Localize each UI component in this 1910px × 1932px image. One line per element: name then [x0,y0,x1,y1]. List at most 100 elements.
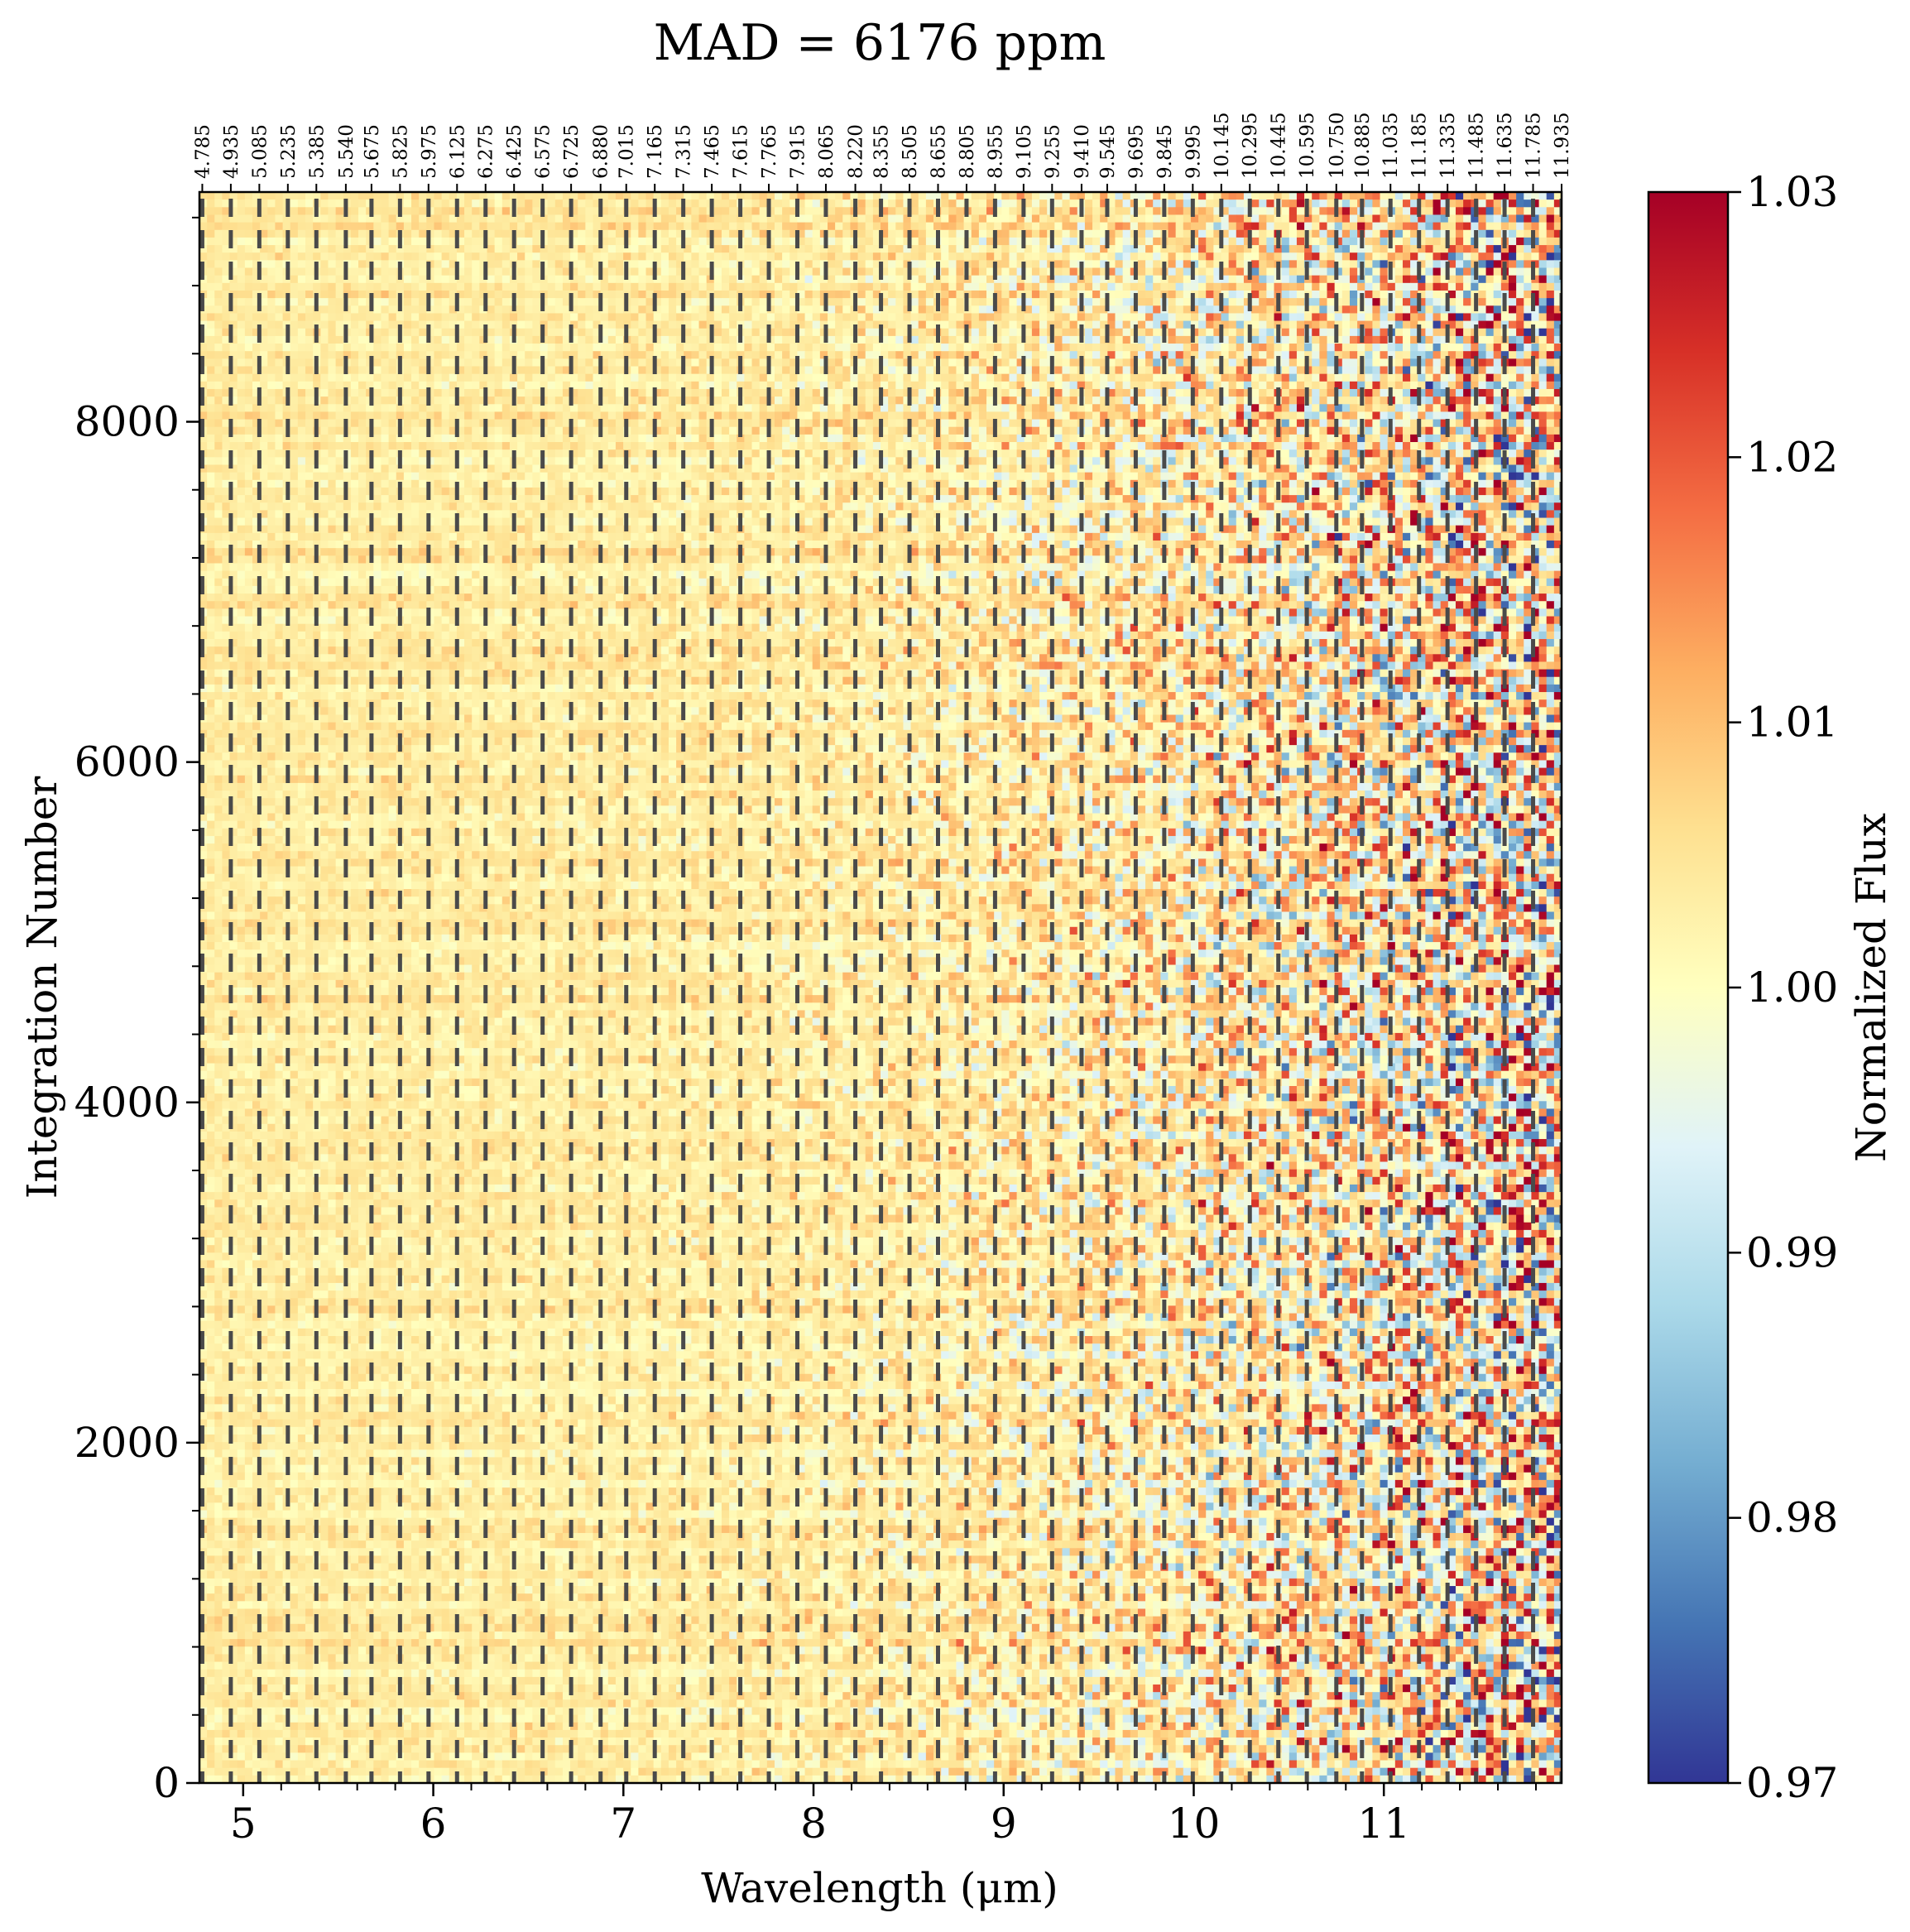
heatmap-cell [1251,291,1260,299]
heatmap-cell [275,192,283,200]
heatmap-cell [1463,291,1471,299]
heatmap-cell [1236,283,1245,291]
heatmap-cell [1039,252,1048,261]
heatmap-cell [199,252,208,261]
heatmap-cell [245,214,253,223]
heatmap-cell [669,192,677,200]
heatmap-cell [389,214,397,223]
heatmap-cell [956,192,964,200]
heatmap-cell [789,252,798,261]
heatmap-cell [1115,305,1123,314]
heatmap-cell [669,199,677,208]
heatmap-cell [381,268,389,276]
heatmap-cell [926,283,934,291]
heatmap-cell [1319,214,1327,223]
heatmap-cell [1153,252,1161,261]
heatmap-cell [532,199,540,208]
heatmap-cell [842,291,851,299]
heatmap-cell [1297,223,1305,231]
heatmap-cell [396,252,405,261]
heatmap-cell [873,313,881,321]
heatmap-cell [290,252,299,261]
heatmap-cell [714,252,722,261]
heatmap-cell [495,207,503,215]
heatmap-cell [616,260,624,268]
heatmap-cell [487,252,495,261]
heatmap-cell [464,230,473,238]
heatmap-cell [1168,245,1176,253]
heatmap-cell [1365,276,1373,284]
heatmap-cell [358,260,367,268]
heatmap-cell [1160,223,1169,231]
heatmap-cell [1145,223,1154,231]
heatmap-cell [1478,276,1486,284]
heatmap-cell [631,252,639,261]
heatmap-cell [290,245,299,253]
heatmap-cell [782,298,790,306]
heatmap-cell [525,291,533,299]
heatmap-cell [1319,192,1327,200]
heatmap-cell [895,313,904,321]
heatmap-cell [1153,245,1161,253]
heatmap-cell [1138,276,1146,284]
heatmap-cell [214,298,223,306]
heatmap-cell [1206,276,1214,284]
heatmap-cell [472,230,480,238]
heatmap-cell [941,238,949,246]
heatmap-cell [1001,214,1010,223]
heatmap-cell [661,298,669,306]
heatmap-cell [434,260,442,268]
heatmap-cell [661,291,669,299]
heatmap-cell [298,238,306,246]
heatmap-cell [888,207,896,215]
heatmap-cell [555,252,564,261]
heatmap-cell [245,260,253,268]
heatmap-cell [1327,291,1336,299]
heatmap-cell [275,214,283,223]
heatmap-cell [714,298,722,306]
heatmap-cell [1425,230,1433,238]
heatmap-cell [1213,252,1221,261]
heatmap-cell [585,230,593,238]
heatmap-cell [979,291,987,299]
heatmap-cell [502,230,511,238]
heatmap-cell [1085,223,1093,231]
heatmap-cell [1206,238,1214,246]
heatmap-cell [419,313,427,321]
heatmap-cell [631,313,639,321]
heatmap-cell [1433,305,1442,314]
heatmap-cell [472,245,480,253]
heatmap-cell [1289,283,1298,291]
heatmap-cell [1153,214,1161,223]
heatmap-cell [744,230,752,238]
heatmap-cell [775,230,783,238]
heatmap-cell [373,291,382,299]
heatmap-cell [608,276,617,284]
heatmap-cell [381,283,389,291]
heatmap-cell [1054,268,1063,276]
heatmap-cell [828,238,836,246]
heatmap-cell [661,199,669,208]
heatmap-cell [1425,260,1433,268]
heatmap-cell [1206,283,1214,291]
heatmap-cell [404,313,412,321]
heatmap-cell [1229,260,1237,268]
heatmap-cell [601,252,609,261]
heatmap-cell [283,313,291,321]
heatmap-cell [1312,192,1320,200]
heatmap-cell [752,192,761,200]
heatmap-cell [1282,192,1290,200]
heatmap-cell [858,260,866,268]
heatmap-cell [661,268,669,276]
heatmap-cell [729,199,737,208]
heatmap-cell [434,268,442,276]
heatmap-cell [1509,305,1517,314]
heatmap-cell [729,192,737,200]
heatmap-cell [396,223,405,231]
heatmap-cell [1236,230,1245,238]
heatmap-cell [290,199,299,208]
heatmap-cell [358,298,367,306]
heatmap-cell [1486,268,1495,276]
heatmap-cell [1456,245,1464,253]
heatmap-cell [888,230,896,238]
